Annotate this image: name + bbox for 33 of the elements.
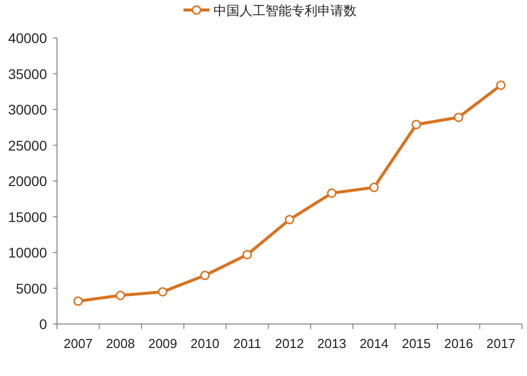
x-tick-label: 2012: [275, 336, 304, 351]
point: [454, 112, 464, 122]
x-tick-label: 2008: [106, 336, 135, 351]
y-tick-label: 5000: [16, 280, 48, 296]
y-tick-label: 20000: [8, 173, 48, 189]
point: [496, 80, 506, 90]
x-tick-label: 2007: [64, 336, 93, 351]
y-tick-label: 0: [39, 316, 48, 332]
y-tick-label: 30000: [8, 102, 48, 118]
x-tick-label: 2009: [148, 336, 178, 351]
x-tick-label: 2016: [444, 336, 474, 351]
x-tick-label: 2013: [317, 336, 346, 351]
x-tick-label: 2014: [360, 336, 389, 351]
point: [369, 182, 379, 192]
x-tick-label: 2017: [486, 336, 516, 351]
point: [327, 188, 337, 198]
point: [412, 120, 422, 130]
point: [284, 214, 294, 224]
point: [116, 290, 126, 300]
point: [158, 287, 168, 297]
point: [200, 270, 210, 280]
x-tick-label: 2011: [233, 336, 262, 351]
point: [73, 296, 83, 306]
x-tick-label: 2010: [190, 336, 220, 351]
y-tick-label: 15000: [8, 208, 48, 225]
y-tick-label: 40000: [8, 30, 48, 46]
legend-label: 中国人工智能专利申请数: [214, 3, 356, 18]
y-tick-label: 10000: [8, 244, 48, 260]
y-tick-label: 35000: [8, 66, 48, 82]
point: [242, 250, 252, 260]
y-tick-label: 25000: [8, 137, 48, 154]
x-tick-label: 2015: [402, 336, 431, 351]
legend: 中国人工智能专利申请数: [184, 3, 356, 18]
